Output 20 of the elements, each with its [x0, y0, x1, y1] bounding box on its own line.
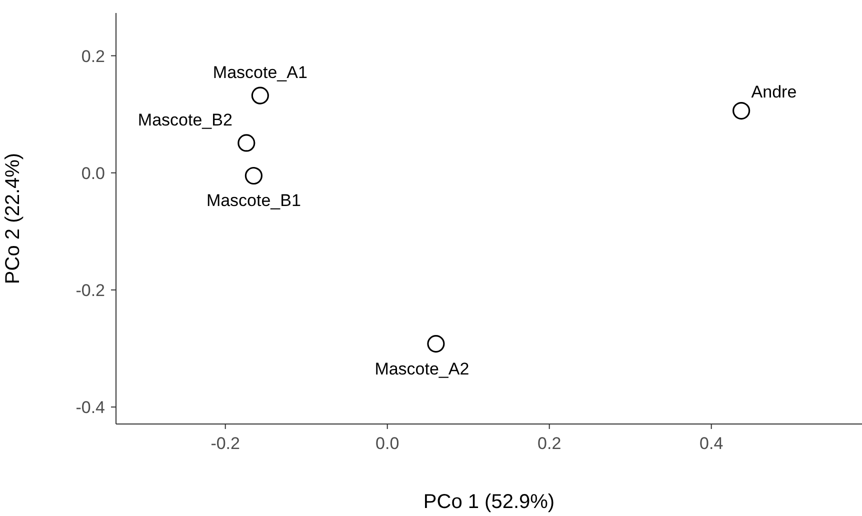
annotation: Mascote_A2 [374, 359, 470, 378]
annotation: Mascote_B2 [138, 110, 232, 130]
y-tick-label: 0.2 [81, 46, 105, 66]
x-tick-label: -0.2 [210, 434, 240, 454]
y-tick-label: -0.2 [76, 280, 105, 300]
y-axis-title: PCo 2 (22.4%) [2, 152, 24, 284]
annotation: Mascote_A1 [212, 63, 308, 82]
y-tick-label: -0.4 [76, 398, 105, 418]
annotation: Andre [751, 82, 797, 102]
annotation: Mascote_B1 [206, 191, 301, 210]
point [427, 334, 445, 353]
point [238, 134, 256, 152]
point [732, 102, 750, 120]
point [244, 166, 262, 185]
x-tick-label: 0.2 [538, 434, 562, 454]
point [251, 86, 269, 104]
y-tick-label: 0.0 [81, 164, 105, 183]
x-axis-title: PCo 1 (52.9%) [423, 491, 555, 513]
x-tick-label: 0.0 [376, 434, 400, 454]
x-tick-label: 0.4 [700, 434, 724, 454]
